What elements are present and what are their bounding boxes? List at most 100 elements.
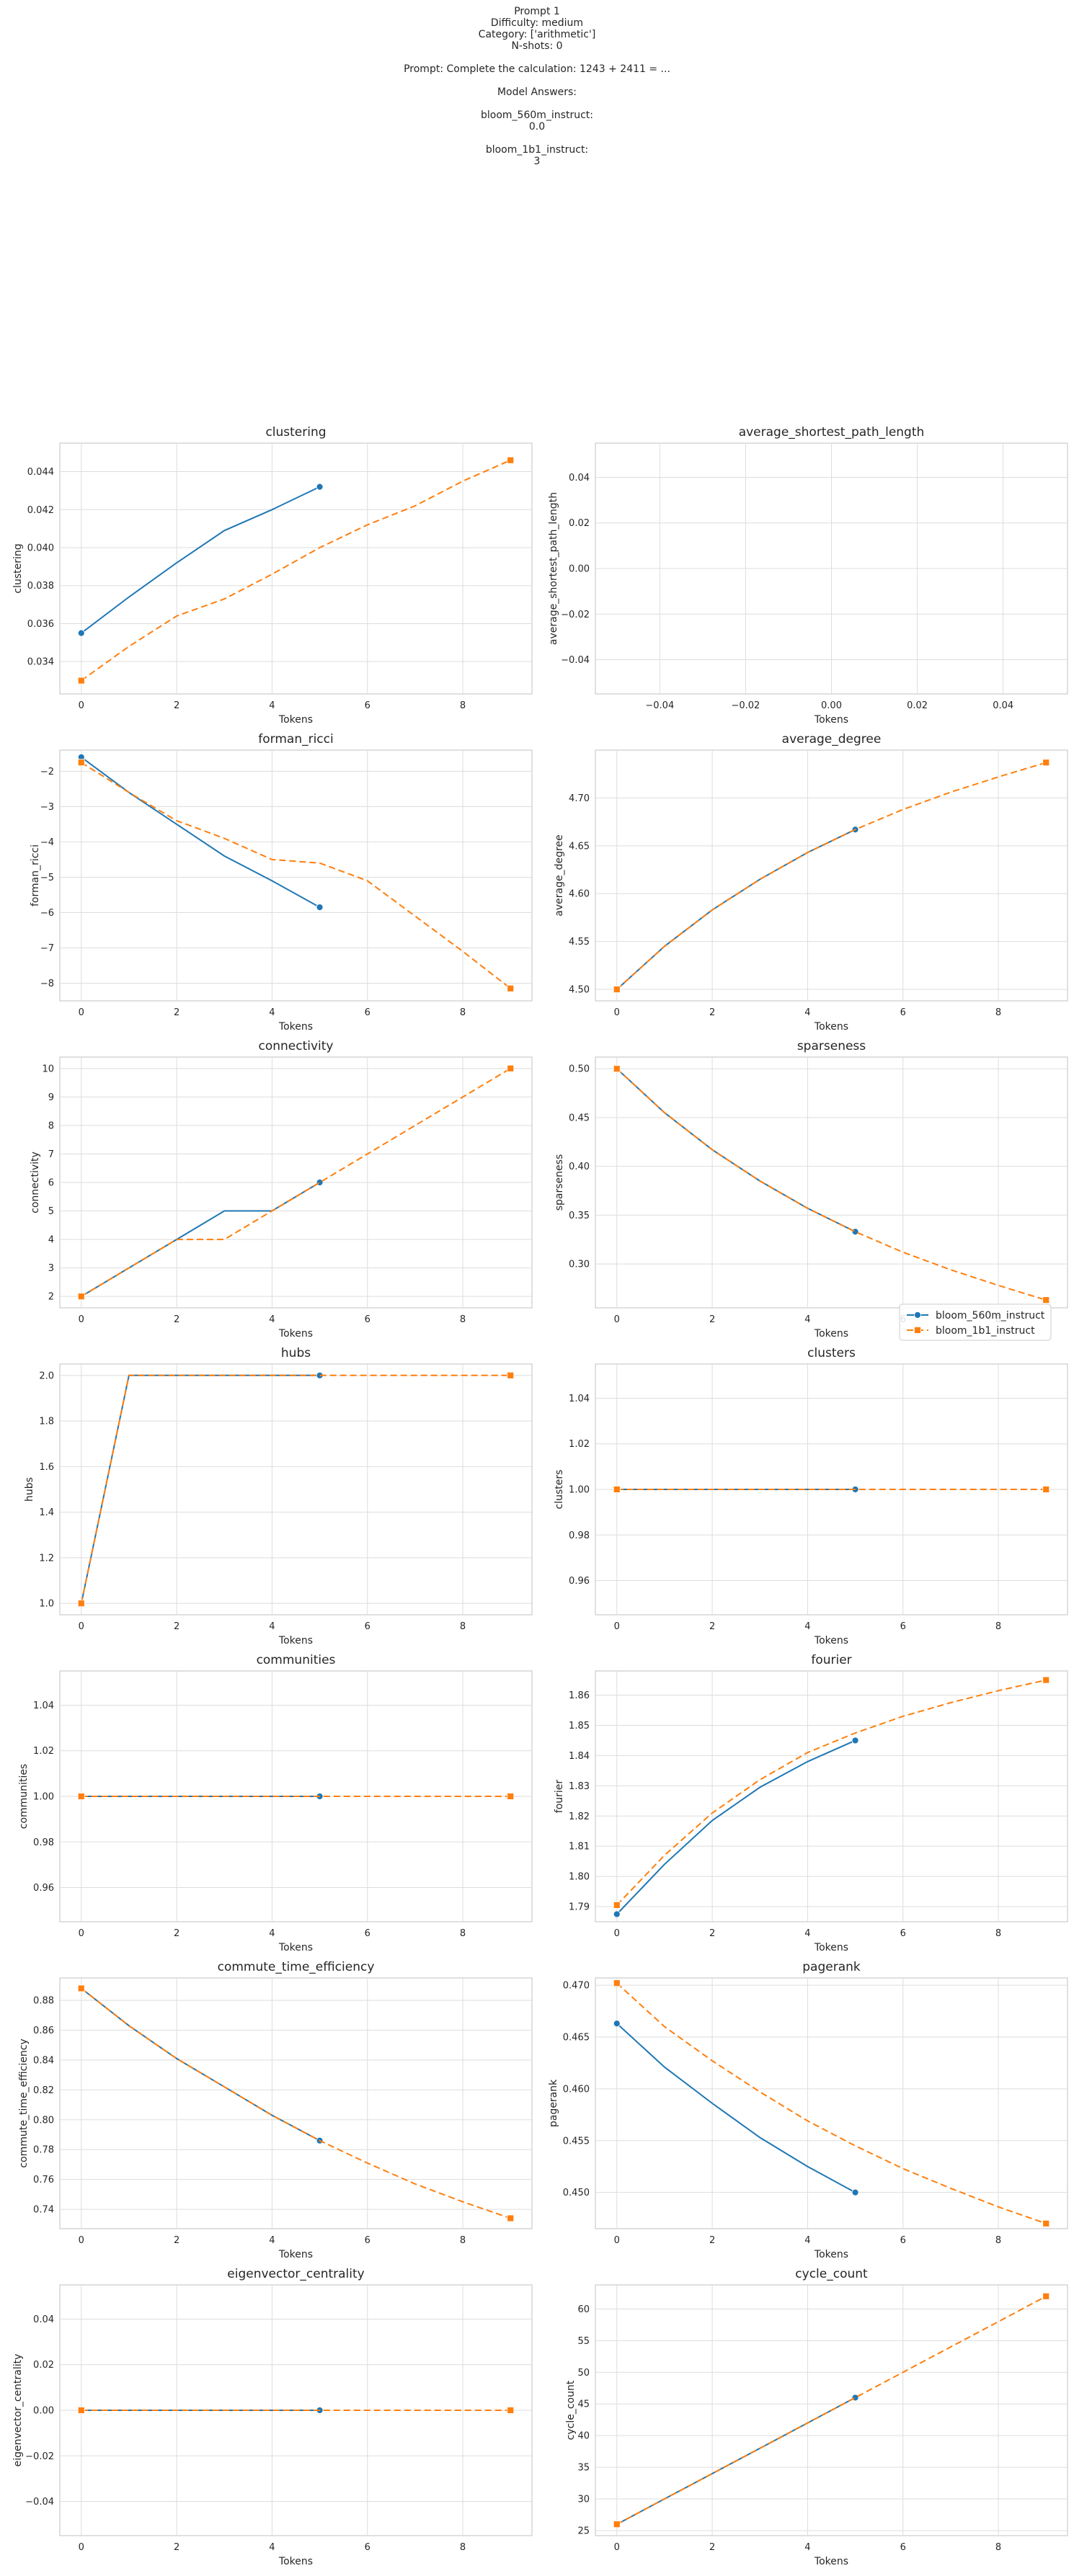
x-tick-label: 0	[614, 1621, 620, 1632]
x-tick-label: 2	[174, 2235, 179, 2246]
legend-label-bloom_560m_instruct: bloom_560m_instruct	[936, 1310, 1045, 1322]
series-marker-bloom_1b1_instruct	[507, 1064, 515, 1072]
header-model2-answer: 3	[533, 156, 541, 167]
x-tick-label: 4	[269, 1007, 275, 1018]
y-tick-label: 0.30	[569, 1260, 590, 1270]
x-tick-label: 0.04	[993, 700, 1013, 711]
y-tick-label: 40	[577, 2431, 590, 2442]
y-tick-label: 8	[48, 1120, 54, 1131]
x-axis-label: Tokens	[278, 1942, 313, 1953]
header-category: Category: ['arithmetic']	[478, 29, 596, 40]
x-tick-label: 2	[174, 1621, 179, 1632]
x-tick-label: 2	[174, 2542, 179, 2553]
header-model2-name: bloom_1b1_instruct:	[485, 144, 589, 156]
chart-panel-forman_ricci: 0 2 4 6 8 −8 −7 −6 −5 −4 −3 −2 forman_ricci Tokens for…	[30, 732, 533, 1033]
y-tick-label: −5	[40, 873, 54, 883]
x-tick-label: 8	[995, 1621, 1001, 1632]
x-tick-label: 4	[269, 1314, 275, 1325]
x-axis-label: Tokens	[814, 2556, 848, 2567]
y-tick-label: 0.450	[563, 2188, 590, 2198]
x-tick-label: 6	[365, 1007, 370, 1018]
y-tick-label: 1.04	[569, 1394, 590, 1404]
chart-panel-sparseness: 024680.300.350.400.450.50sparsenessToken…	[554, 1039, 1068, 1340]
series-marker-bloom_560m_instruct	[613, 2020, 621, 2028]
x-axis-label: Tokens	[278, 2556, 313, 2567]
y-tick-label: 1.04	[33, 1701, 54, 1711]
y-tick-label: 0.40	[569, 1162, 590, 1172]
y-tick-label: 7	[48, 1149, 54, 1160]
legend: bloom_560m_instruct bloom_1b1_instruct	[899, 1303, 1052, 1341]
chart-panel-cycle_count: 0 2 4 6 8 25 30 35 40 45 50 55 60 cycle_count Tokens cy…	[565, 2267, 1068, 2567]
series-marker-bloom_1b1_instruct	[507, 1793, 515, 1800]
chart-panel-communities: 0 2 4 6 8 0.96 0.98 1.00 1.02 1.04 communities Toke…	[18, 1653, 533, 1953]
x-tick-label: 0	[79, 2542, 84, 2553]
x-tick-label: 8	[995, 1007, 1001, 1018]
series-line-bloom_1b1_instruct	[81, 459, 511, 682]
y-tick-label: 1.86	[569, 1690, 590, 1701]
x-axis-label: Tokens	[278, 1328, 313, 1340]
x-tick-label: 8	[460, 1314, 466, 1325]
y-tick-label: −2	[40, 767, 54, 777]
chart-panel-pagerank: 0 2 4 6 8 0.450 0.455 0.460 0.465 0.470 pagerank To…	[548, 1960, 1068, 2260]
series-marker-bloom_1b1_instruct	[507, 2407, 515, 2414]
y-tick-label: 0.78	[33, 2145, 54, 2156]
legend-box	[899, 1303, 1052, 1341]
series-marker-bloom_1b1_instruct	[507, 1371, 515, 1379]
plot-area	[595, 1977, 1068, 2229]
y-tick-label: 60	[577, 2304, 590, 2315]
y-tick-label: 0.98	[33, 1837, 54, 1848]
x-tick-label: 0	[79, 1928, 84, 1939]
series-line-bloom_560m_instruct	[81, 486, 321, 634]
chart-title: clustering	[265, 425, 326, 440]
y-tick-label: 1.8	[39, 1417, 54, 1427]
y-tick-label: 1.83	[569, 1781, 590, 1792]
y-tick-label: 0.96	[569, 1576, 590, 1587]
chart-title: cycle_count	[795, 2267, 868, 2281]
chart-title: eigenvector_centrality	[227, 2267, 364, 2281]
series-marker-bloom_1b1_instruct	[1042, 2219, 1050, 2227]
header-model1-name: bloom_560m_instruct:	[481, 110, 593, 121]
x-axis-label: Tokens	[278, 1635, 313, 1646]
x-tick-label: 4	[269, 1928, 275, 1939]
y-tick-label: −8	[40, 979, 54, 989]
series-marker-bloom_1b1_instruct	[613, 1065, 621, 1073]
series-marker-bloom_1b1_instruct	[1042, 759, 1050, 767]
chart-panel-eigenvector_centrality: 0 2 4 6 8 −0.04 −0.02 0.00 0.02 0.04 eigenvector_c…	[12, 2267, 533, 2567]
y-tick-label: 3	[48, 1263, 54, 1274]
x-tick-label: 4	[269, 2235, 275, 2246]
y-tick-label: 5	[48, 1206, 54, 1217]
y-tick-label: −0.04	[25, 2497, 54, 2508]
x-tick-label: 0.02	[907, 700, 928, 711]
x-tick-label: 0	[614, 1007, 620, 1018]
y-tick-label: −0.04	[561, 655, 590, 666]
y-tick-label: 0.35	[569, 1211, 590, 1221]
series-marker-bloom_1b1_instruct	[1042, 1296, 1050, 1304]
chart-panel-clustering: 0 2 4 6 8 0.034 0.036 0.038 0.040 0.042 0.044 clust…	[12, 425, 533, 726]
chart-panel-hubs: 0 2 4 6 8 1.0 1.2 1.4 1.6 1.8 2.0 hubs Tokens hubs	[24, 1346, 533, 1646]
chart-panel-connectivity: 0 2 4 6 8 2 3 4 5 6 7 8 9 10 connectivity Tokens connect…	[30, 1039, 533, 1340]
y-tick-label: 4.55	[569, 937, 590, 948]
series-marker-bloom_1b1_instruct	[507, 2214, 515, 2222]
x-tick-label: 2	[709, 2542, 715, 2553]
y-axis-label: forman_ricci	[30, 844, 41, 906]
y-tick-label: 4.60	[569, 889, 590, 900]
y-tick-label: 0.82	[33, 2085, 54, 2096]
y-tick-label: 0.88	[33, 1996, 54, 2007]
series-marker-bloom_1b1_instruct	[1042, 1486, 1050, 1493]
x-tick-label: 8	[460, 2235, 466, 2246]
chart-title: average_shortest_path_length	[739, 425, 925, 440]
x-axis-label: Tokens	[814, 1942, 848, 1953]
series-marker-bloom_560m_instruct	[851, 1228, 859, 1236]
x-tick-label: 6	[900, 1621, 906, 1632]
plot-area	[59, 1363, 533, 1615]
series-marker-bloom_1b1_instruct	[77, 2407, 85, 2414]
figure-header: Prompt 1 Difficulty: medium Category: ['…	[0, 6, 1074, 167]
y-axis-label: fourier	[554, 1780, 565, 1814]
chart-title: connectivity	[258, 1039, 333, 1053]
y-axis-label: pagerank	[548, 2079, 559, 2127]
x-tick-label: 8	[995, 2542, 1001, 2553]
y-axis-label: commute_time_efficiency	[18, 2038, 30, 2167]
series-marker-bloom_560m_instruct	[851, 2394, 859, 2402]
x-tick-label: 6	[900, 1928, 906, 1939]
y-tick-label: 0.96	[33, 1883, 54, 1894]
